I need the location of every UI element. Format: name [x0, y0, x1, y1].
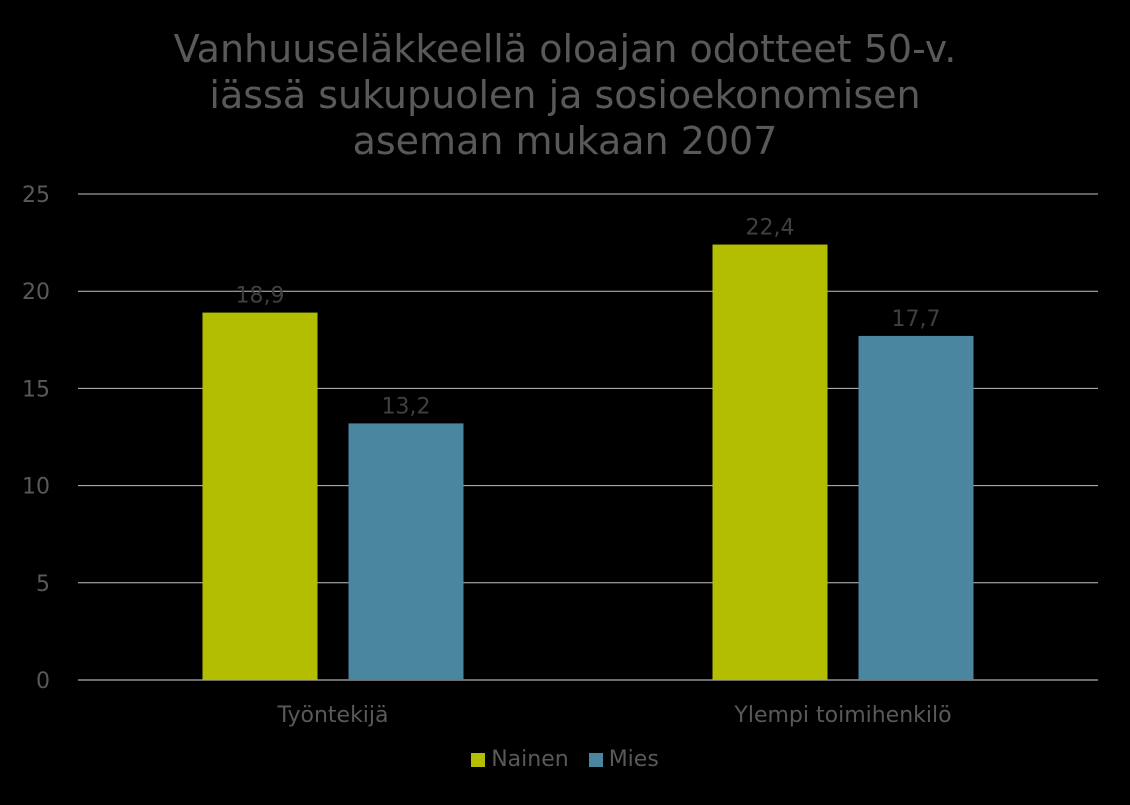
bar-nainen	[202, 312, 318, 680]
bar-nainen	[712, 244, 828, 680]
legend-label-mies: Mies	[608, 747, 659, 772]
legend-swatch-mies	[588, 752, 603, 767]
legend-item-mies: Mies	[588, 747, 659, 772]
x-category-label: Työntekijä	[276, 703, 388, 728]
legend-label-nainen: Nainen	[491, 747, 569, 772]
legend-item-nainen: Nainen	[471, 747, 569, 772]
data-label: 18,9	[236, 284, 285, 309]
chart-title-line-1: Vanhuuseläkkeellä oloajan odotteet 50-v.	[173, 27, 957, 71]
legend-swatch-nainen	[471, 752, 486, 767]
x-category-label: Ylempi toimihenkilö	[733, 703, 951, 728]
data-label: 13,2	[382, 394, 431, 419]
y-tick-label: 20	[22, 280, 50, 305]
chart-title-line-3: aseman mukaan 2007	[352, 119, 778, 163]
y-tick-label: 25	[22, 183, 50, 208]
y-tick-label: 0	[36, 669, 50, 694]
bar-mies	[858, 335, 974, 680]
y-tick-label: 5	[36, 572, 50, 597]
y-tick-label: 15	[22, 377, 50, 402]
bar-mies	[348, 423, 464, 680]
data-label: 22,4	[746, 216, 795, 241]
data-label: 17,7	[892, 307, 941, 332]
y-tick-label: 10	[22, 475, 50, 500]
chart-legend: Nainen Mies	[0, 747, 1130, 772]
chart-title-line-2: iässä sukupuolen ja sosioekonomisen	[209, 73, 921, 117]
chart-title: Vanhuuseläkkeellä oloajan odotteet 50-v.…	[0, 26, 1130, 164]
